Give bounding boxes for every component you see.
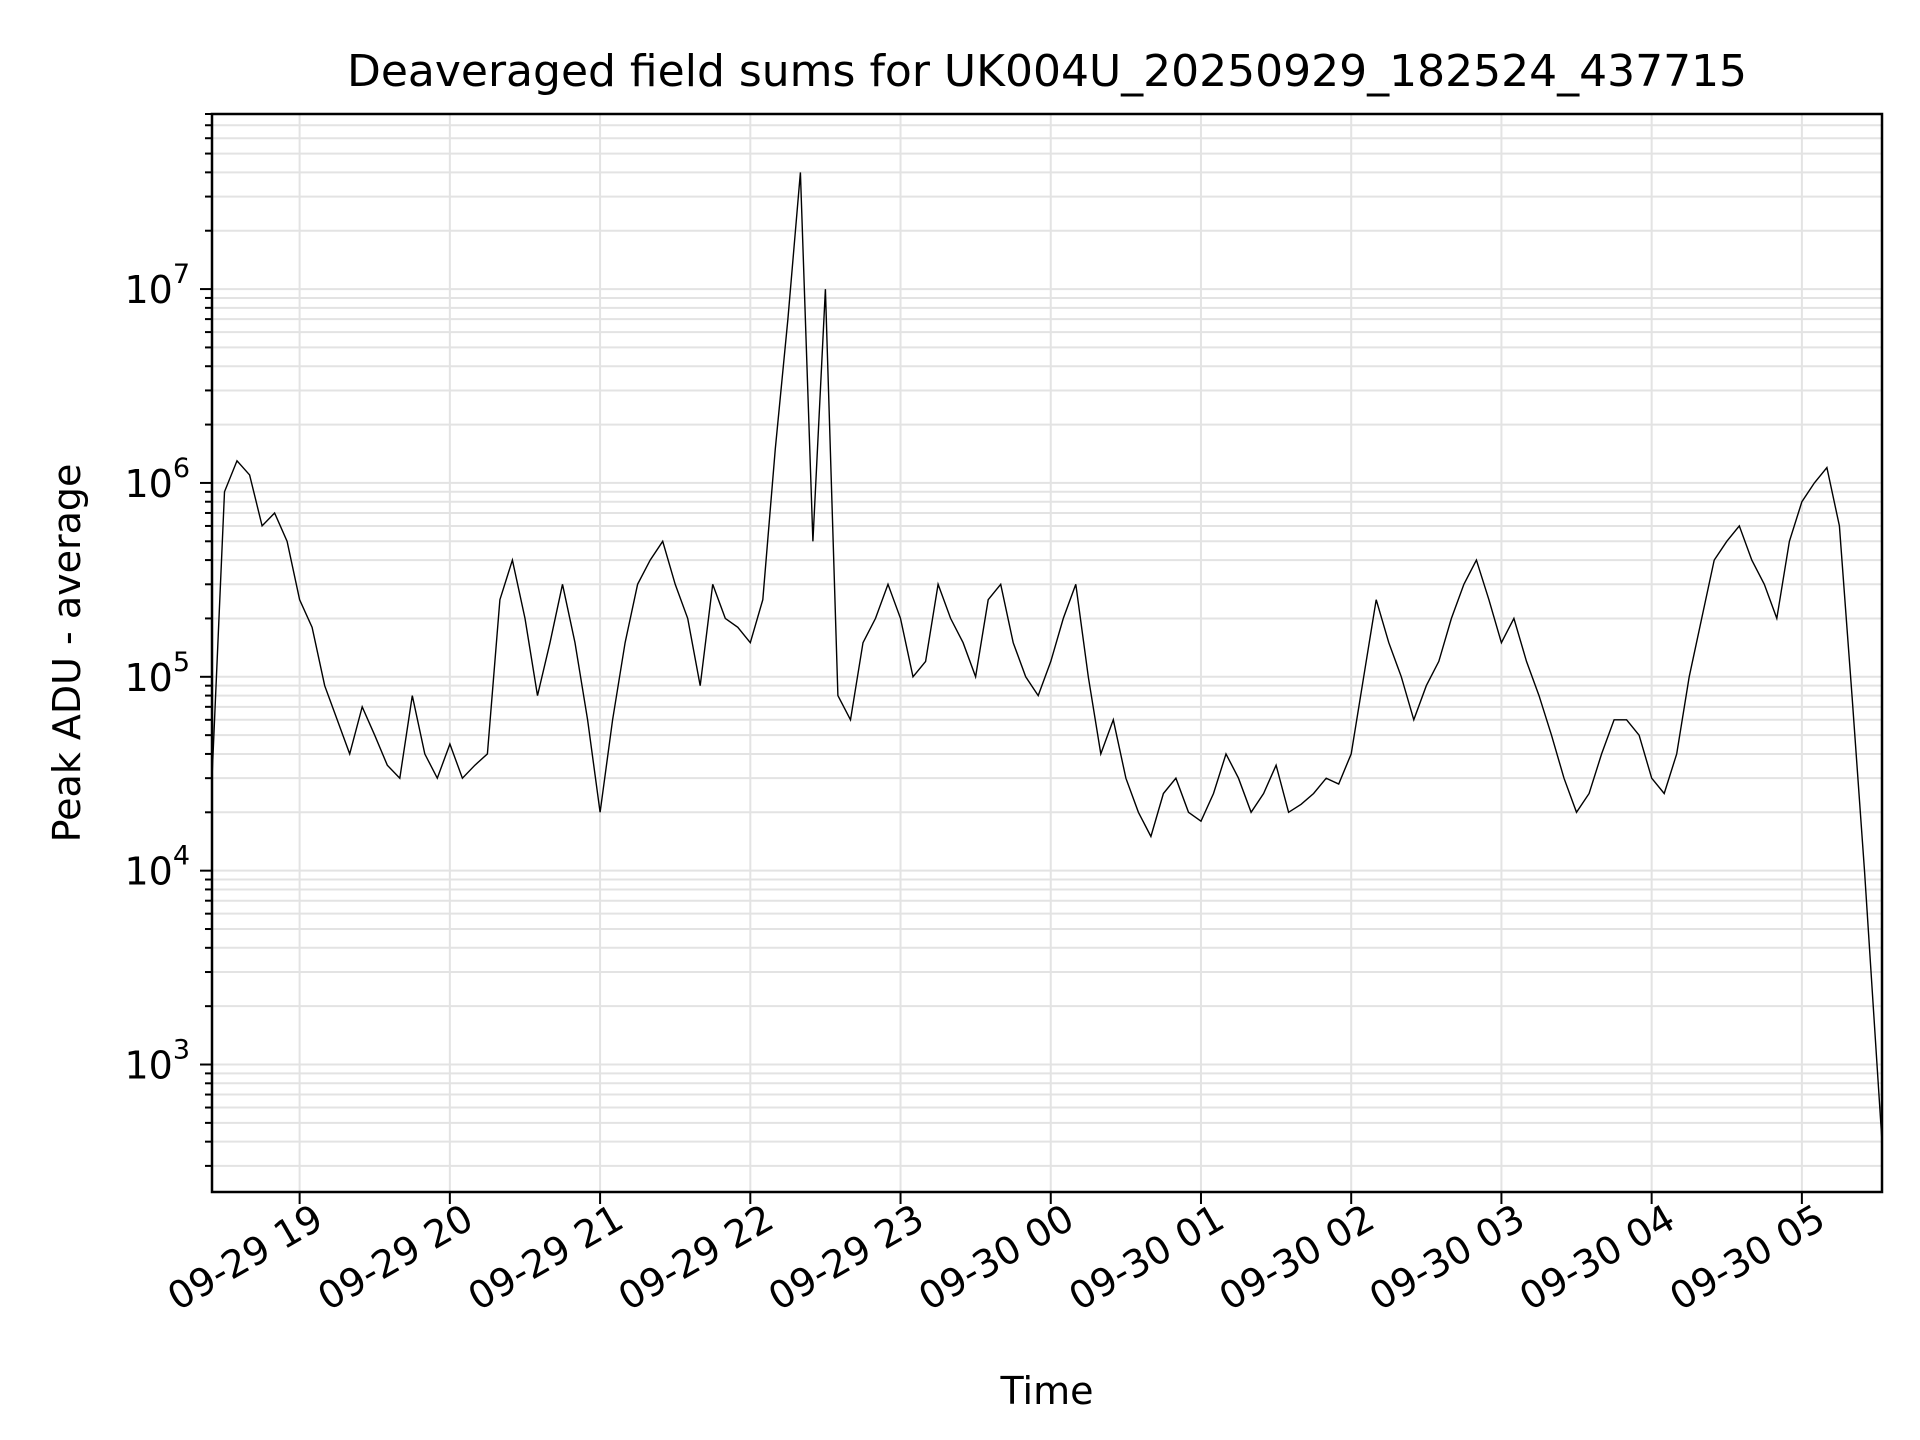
y-tick-label: 107 xyxy=(124,259,190,312)
plot-frame xyxy=(210,112,1884,1194)
y-tick-label: 105 xyxy=(124,647,190,700)
y-tick-label: 103 xyxy=(124,1035,190,1088)
y-axis-label: Peak ADU - average xyxy=(45,464,89,843)
y-tick-label: 104 xyxy=(124,841,190,894)
chart-title: Deaveraged field sums for UK004U_2025092… xyxy=(347,46,1747,97)
x-tick-label: 09-30 03 xyxy=(1362,1196,1532,1320)
series-line xyxy=(211,172,1883,1142)
x-tick-label: 09-30 02 xyxy=(1212,1196,1382,1320)
x-tick-label: 09-29 21 xyxy=(461,1196,631,1320)
x-tick-label: 09-30 01 xyxy=(1062,1196,1232,1320)
x-tick-label: 09-29 19 xyxy=(160,1196,330,1320)
x-tick-label: 09-29 20 xyxy=(310,1196,480,1320)
x-tick-label: 09-29 23 xyxy=(761,1196,931,1320)
x-tick-label: 09-29 22 xyxy=(611,1196,781,1320)
x-tick-label: 09-30 04 xyxy=(1512,1196,1682,1320)
x-axis-label: Time xyxy=(1000,1369,1094,1413)
x-tick-label: 09-30 05 xyxy=(1662,1196,1832,1320)
y-tick-label: 106 xyxy=(124,453,190,506)
series-layer xyxy=(211,172,1883,1142)
grid xyxy=(212,113,1882,1192)
x-tick-label: 09-30 00 xyxy=(911,1196,1081,1320)
